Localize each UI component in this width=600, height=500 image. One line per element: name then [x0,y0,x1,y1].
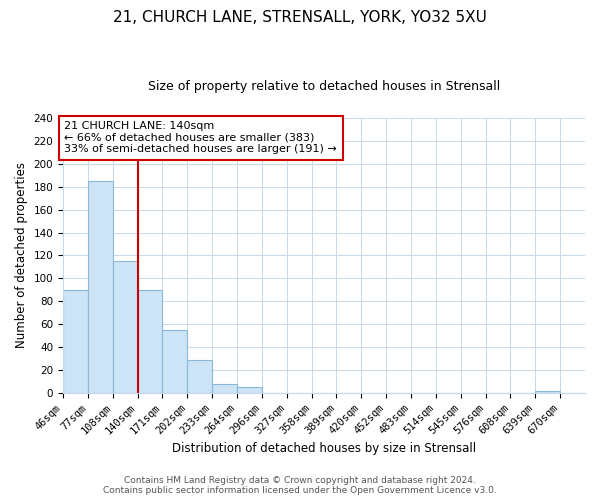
Bar [88,181,113,393]
Text: Contains HM Land Registry data © Crown copyright and database right 2024.
Contai: Contains HM Land Registry data © Crown c… [103,476,497,495]
Bar [137,290,163,393]
X-axis label: Distribution of detached houses by size in Strensall: Distribution of detached houses by size … [172,442,476,455]
Text: 21, CHURCH LANE, STRENSALL, YORK, YO32 5XU: 21, CHURCH LANE, STRENSALL, YORK, YO32 5… [113,10,487,25]
Bar [63,290,88,393]
Bar [163,330,187,393]
Title: Size of property relative to detached houses in Strensall: Size of property relative to detached ho… [148,80,500,93]
Bar [113,261,137,393]
Bar [237,388,262,393]
Text: 21 CHURCH LANE: 140sqm
← 66% of detached houses are smaller (383)
33% of semi-de: 21 CHURCH LANE: 140sqm ← 66% of detached… [64,121,337,154]
Bar [187,360,212,393]
Y-axis label: Number of detached properties: Number of detached properties [15,162,28,348]
Bar [212,384,237,393]
Bar [535,391,560,393]
